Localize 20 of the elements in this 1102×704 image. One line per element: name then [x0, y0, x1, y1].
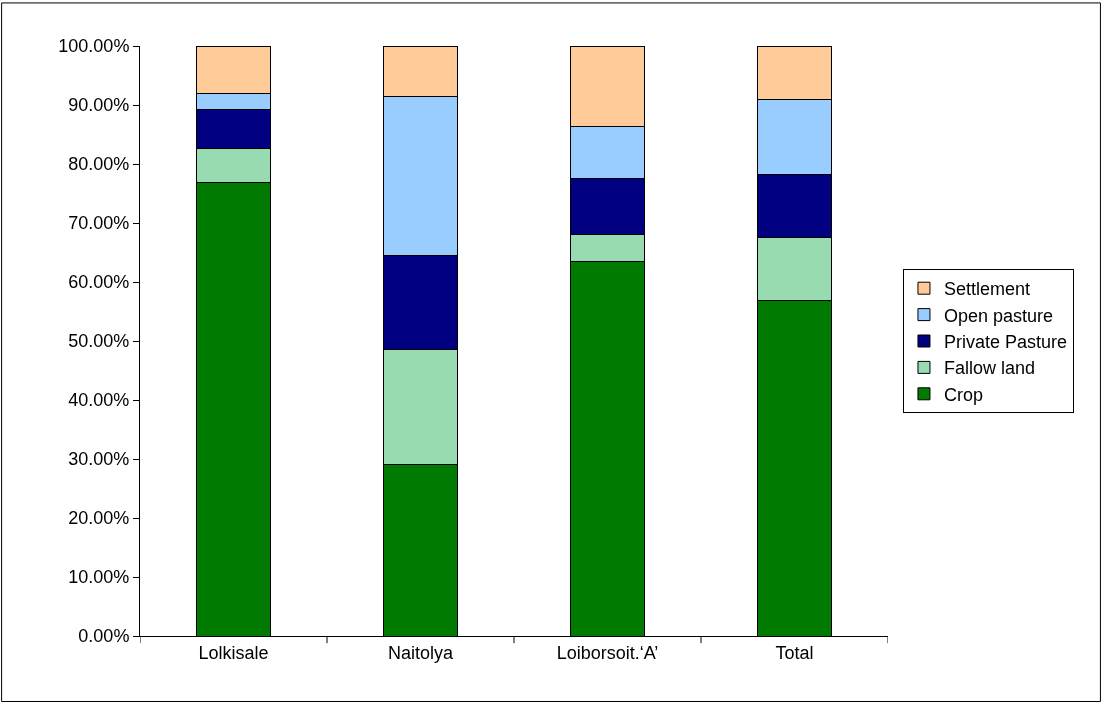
legend-label: Settlement	[943, 279, 1031, 300]
y-tick-label: 80.00%	[68, 154, 130, 175]
y-tick-label: 100.00%	[58, 36, 130, 57]
y-tick-label: 60.00%	[68, 272, 130, 293]
x-tick-label: Naitolya	[387, 642, 454, 663]
y-tick-label: 40.00%	[68, 390, 130, 411]
y-tick-label: 50.00%	[68, 331, 130, 352]
legend-label: Open pasture	[943, 305, 1054, 326]
x-tick-label: Total	[775, 642, 814, 663]
legend-label: Private Pasture	[943, 332, 1068, 353]
y-tick-label: 30.00%	[68, 449, 130, 470]
x-tick-label: Lolkisale	[198, 642, 269, 663]
x-tick-label: Loiborsoit.‘A’	[556, 642, 659, 663]
y-tick-label: 90.00%	[68, 95, 130, 116]
legend-label: Fallow land	[943, 358, 1036, 379]
legend-label: Crop	[943, 384, 983, 405]
y-tick-label: 70.00%	[68, 213, 130, 234]
y-tick-label: 10.00%	[68, 567, 130, 588]
y-tick-label: 20.00%	[68, 508, 130, 529]
y-tick-label: 0.00%	[78, 626, 130, 647]
